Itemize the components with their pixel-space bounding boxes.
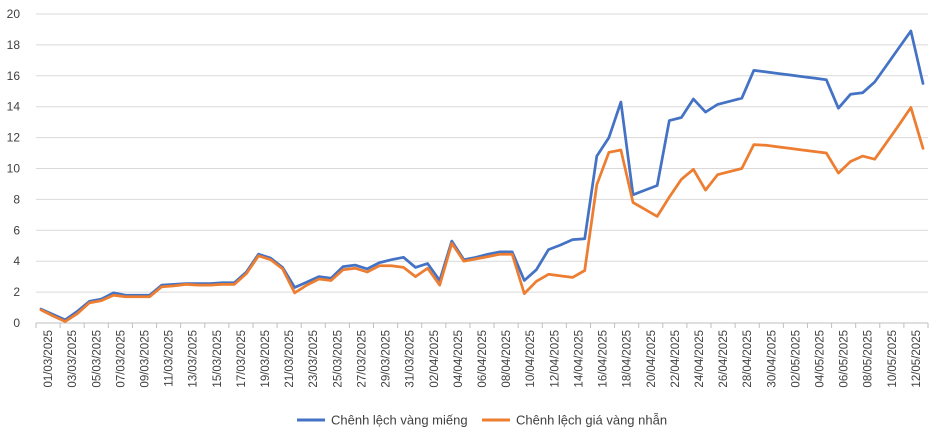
x-tick-label-12: 25/03/2025 xyxy=(332,330,344,388)
x-tick-label-33: 06/05/2025 xyxy=(839,330,851,388)
x-tick-label-26: 22/04/2025 xyxy=(670,330,682,388)
x-tick-label-0: 01/03/2025 xyxy=(43,330,55,388)
y-tick-label-14: 14 xyxy=(7,100,21,114)
x-tick-label-24: 18/04/2025 xyxy=(622,330,634,388)
x-tick-label-18: 06/04/2025 xyxy=(477,330,489,388)
y-tick-label-20: 20 xyxy=(7,7,21,21)
x-tick-label-31: 02/05/2025 xyxy=(790,330,802,388)
y-tick-label-18: 18 xyxy=(7,38,21,52)
gridlines xyxy=(36,13,928,293)
y-tick-label-0: 0 xyxy=(13,316,20,330)
x-tick-label-16: 02/04/2025 xyxy=(429,330,441,388)
series-line-1 xyxy=(39,106,925,323)
y-tick-label-8: 8 xyxy=(13,192,20,206)
x-tick-label-1: 03/03/2025 xyxy=(67,330,79,388)
x-tick-label-27: 24/04/2025 xyxy=(694,330,706,388)
y-axis-tick-labels: 0 2 4 6 8 10 12 14 16 18 20 xyxy=(7,7,21,330)
x-tick-label-36: 12/05/2025 xyxy=(911,330,923,388)
x-tick-label-19: 08/04/2025 xyxy=(501,330,513,388)
x-tick-label-28: 26/04/2025 xyxy=(718,330,730,388)
y-tick-label-12: 12 xyxy=(7,131,21,145)
x-tick-label-35: 10/05/2025 xyxy=(887,330,899,388)
x-tick-label-7: 15/03/2025 xyxy=(212,330,224,388)
series-line-0 xyxy=(39,29,925,322)
x-tick-label-29: 28/04/2025 xyxy=(742,330,754,388)
y-tick-label-4: 4 xyxy=(13,254,20,268)
x-tick-label-34: 08/05/2025 xyxy=(863,330,875,388)
x-tick-label-11: 23/03/2025 xyxy=(308,330,320,388)
x-tick-label-10: 21/03/2025 xyxy=(284,330,296,388)
x-tick-label-17: 04/04/2025 xyxy=(453,330,465,388)
y-tick-label-2: 2 xyxy=(13,285,20,299)
x-tick-label-6: 13/03/2025 xyxy=(188,330,200,388)
x-tick-label-3: 07/03/2025 xyxy=(115,330,127,388)
x-tick-label-32: 04/05/2025 xyxy=(815,330,827,388)
x-tick-label-21: 12/04/2025 xyxy=(549,330,561,388)
legend-label-series-0: Chênh lệch vàng miếng xyxy=(331,413,468,428)
x-tick-label-2: 05/03/2025 xyxy=(91,330,103,388)
y-tick-label-10: 10 xyxy=(7,162,21,176)
x-tick-label-23: 16/04/2025 xyxy=(598,330,610,388)
legend-label-series-1: Chênh lệch giá vàng nhẫn xyxy=(516,413,667,428)
y-tick-label-16: 16 xyxy=(7,69,21,83)
series-lines xyxy=(39,29,925,323)
x-tick-label-30: 30/04/2025 xyxy=(766,330,778,388)
legend: Chênh lệch vàng miếng Chênh lệch giá vàn… xyxy=(297,413,667,428)
x-tick-label-14: 29/03/2025 xyxy=(381,330,393,388)
x-tick-label-13: 27/03/2025 xyxy=(356,330,368,388)
x-tick-label-8: 17/03/2025 xyxy=(236,330,248,388)
x-tick-label-20: 10/04/2025 xyxy=(525,330,537,388)
x-tick-label-15: 31/03/2025 xyxy=(405,330,417,388)
x-axis: 01/03/2025 03/03/2025 05/03/2025 07/03/2025… xyxy=(35,322,929,388)
y-tick-label-6: 6 xyxy=(13,223,20,237)
x-tick-label-4: 09/03/2025 xyxy=(139,330,151,388)
x-tick-label-22: 14/04/2025 xyxy=(573,330,585,388)
x-tick-label-5: 11/03/2025 xyxy=(164,330,176,387)
x-tick-label-9: 19/03/2025 xyxy=(260,330,272,388)
x-tick-label-25: 20/04/2025 xyxy=(646,330,658,388)
